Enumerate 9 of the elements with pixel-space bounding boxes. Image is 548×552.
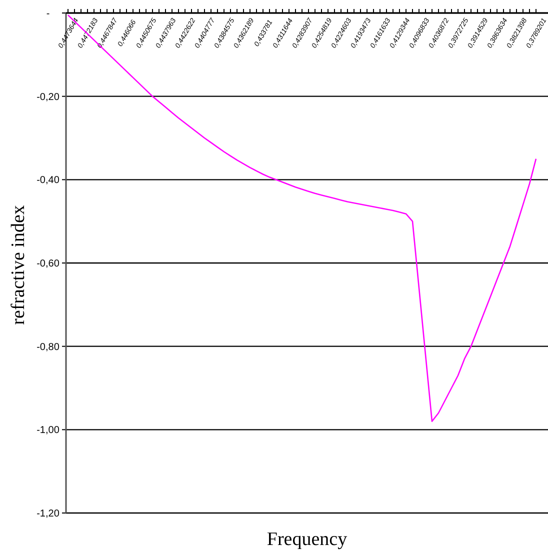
y-axis-title: refractive index [8,204,29,325]
y-tick-label: -1,20 [36,508,60,520]
y-tick-label: - [46,8,50,20]
y-tick-label: -1,00 [36,425,60,436]
y-tick-label: -0,60 [36,258,60,270]
x-axis-title: Frequency [266,529,348,550]
y-tick-label: -0,20 [36,92,60,103]
y-tick-label: -0,40 [36,175,60,186]
y-tick-label: -0,80 [36,342,60,353]
